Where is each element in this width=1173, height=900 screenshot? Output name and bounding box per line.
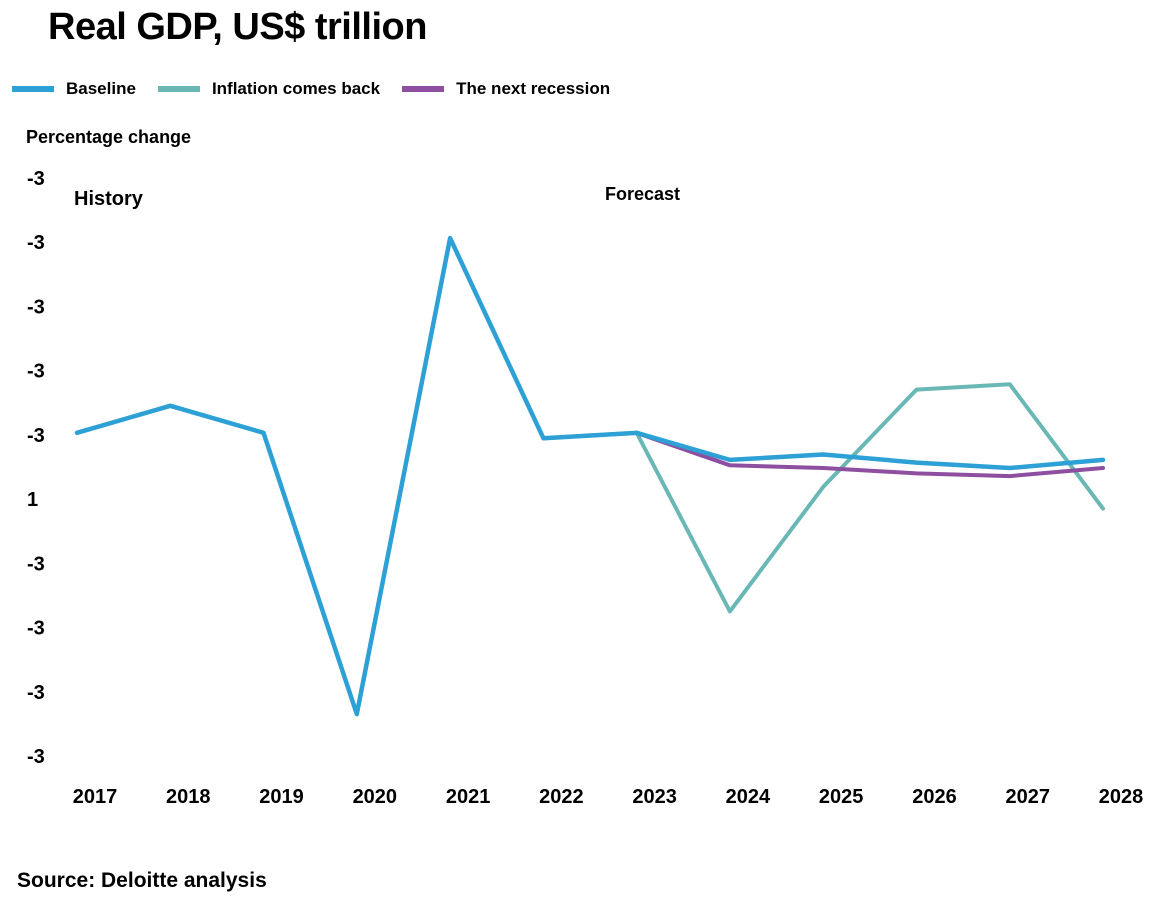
series-line-the-next-recession [634, 430, 1105, 479]
x-tick-label: 2024 [726, 786, 771, 808]
y-tick-label: 1 [27, 489, 38, 511]
x-tick-label: 2025 [819, 786, 864, 808]
legend-swatch-recession [402, 86, 445, 92]
legend: Baseline Inflation comes back The next r… [12, 76, 632, 102]
y-tick-label: -3 [27, 361, 45, 383]
forecast-annotation: Forecast [605, 184, 680, 204]
x-tick-label: 2022 [539, 786, 584, 808]
y-axis-label: Percentage change [26, 127, 192, 147]
chart-title: Real GDP, US$ trillion [48, 6, 427, 48]
legend-label-baseline: Baseline [66, 79, 136, 98]
legend-label-inflation: Inflation comes back [211, 79, 381, 98]
legend-label-recession: The next recession [456, 79, 611, 98]
legend-swatch-inflation [157, 86, 200, 92]
series-line-inflation-comes-back [541, 382, 1105, 614]
x-tick-label: 2026 [912, 786, 957, 808]
x-tick-label: 2018 [166, 786, 211, 808]
y-tick-label: -3 [27, 425, 45, 447]
x-tick-label: 2017 [73, 786, 118, 808]
x-tick-label: 2021 [446, 786, 491, 808]
series-lines [74, 235, 1106, 717]
y-tick-label: -3 [27, 746, 45, 768]
y-axis-ticks: -3 -3 -3 -3 -3 1 -3 -3 -3 -3 [27, 168, 45, 768]
y-tick-label: -3 [27, 682, 45, 704]
y-tick-label: -3 [27, 296, 45, 318]
x-tick-label: 2023 [632, 786, 677, 808]
y-tick-label: -3 [27, 232, 45, 254]
source-note: Source: Deloitte analysis [17, 869, 267, 892]
x-tick-label: 2028 [1099, 786, 1144, 808]
series-line-baseline [74, 235, 1106, 717]
y-tick-label: -3 [27, 168, 45, 190]
legend-item-baseline: Baseline [12, 79, 136, 99]
line-chart: -3 -3 -3 -3 -3 1 -3 -3 -3 -3 2017 2018 2019 2020 2021… [27, 168, 1144, 808]
history-annotation: History [74, 188, 144, 210]
legend-item-inflation: Inflation comes back [157, 79, 381, 99]
x-axis-ticks: 2017 2018 2019 2020 2021 2022 2023 2024 2025 2026… [73, 786, 1144, 808]
legend-swatch-baseline [12, 86, 54, 92]
y-tick-label: -3 [27, 553, 45, 575]
y-tick-label: -3 [27, 618, 45, 640]
x-tick-label: 2027 [1005, 786, 1050, 808]
x-tick-label: 2020 [353, 786, 398, 808]
x-tick-label: 2019 [259, 786, 304, 808]
legend-item-recession: The next recession [402, 79, 610, 99]
